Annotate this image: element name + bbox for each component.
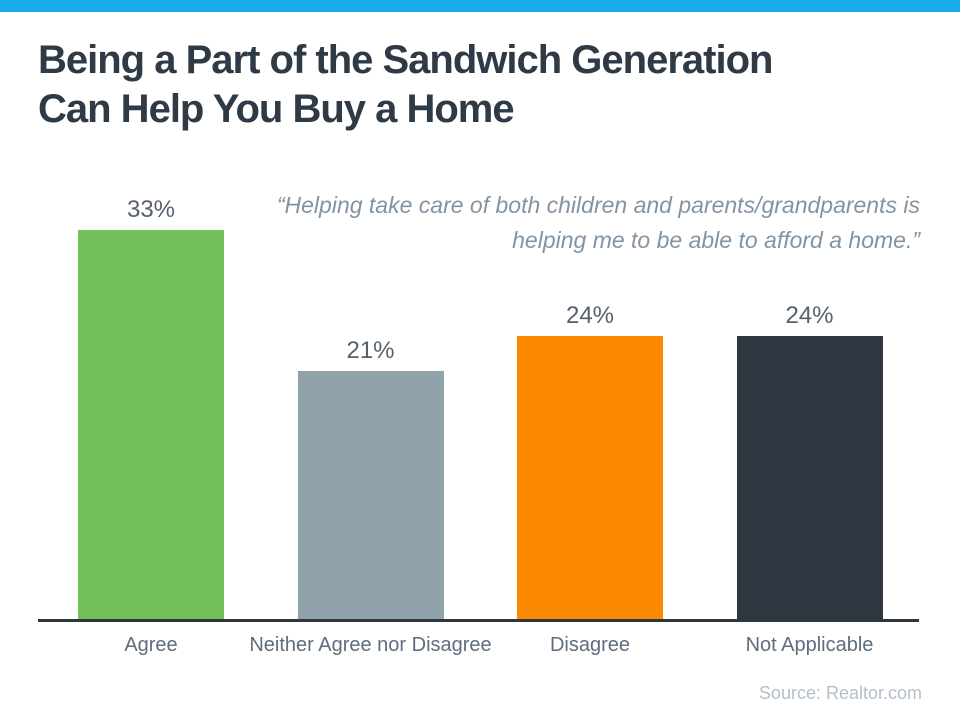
bar-value-label-agree: 33%: [126, 196, 176, 223]
source-attribution: Source: Realtor.com: [758, 683, 922, 703]
page-title: Being a Part of the Sandwich Generation …: [38, 36, 773, 134]
category-label-neither-agree-nor-disagree: Neither Agree nor Disagree: [249, 634, 492, 656]
bar-agree: [78, 230, 224, 619]
bar-not-applicable: [736, 336, 883, 619]
category-label-disagree: Disagree: [549, 634, 631, 656]
quote-text: “Helping take care of both children and …: [277, 188, 920, 258]
bar-neither-agree-nor-disagree: [297, 371, 444, 619]
top-accent-bar: [0, 0, 960, 12]
bar-value-label-not-applicable: 24%: [785, 302, 834, 329]
page-title-line-1: Being a Part of the Sandwich Generation: [38, 38, 773, 82]
category-label-not-applicable: Not Applicable: [745, 634, 874, 656]
bar-value-label-disagree: 24%: [565, 302, 615, 329]
category-label-agree: Agree: [124, 634, 178, 656]
x-axis-line: [38, 619, 919, 622]
bar-value-label-neither-agree-nor-disagree: 21%: [346, 337, 395, 364]
quote-line-1: “Helping take care of both children and …: [276, 192, 920, 218]
quote-line-2: helping me to be able to afford a home.”: [512, 227, 920, 253]
bar-disagree: [517, 336, 663, 619]
page-title-line-2: Can Help You Buy a Home: [38, 87, 515, 131]
